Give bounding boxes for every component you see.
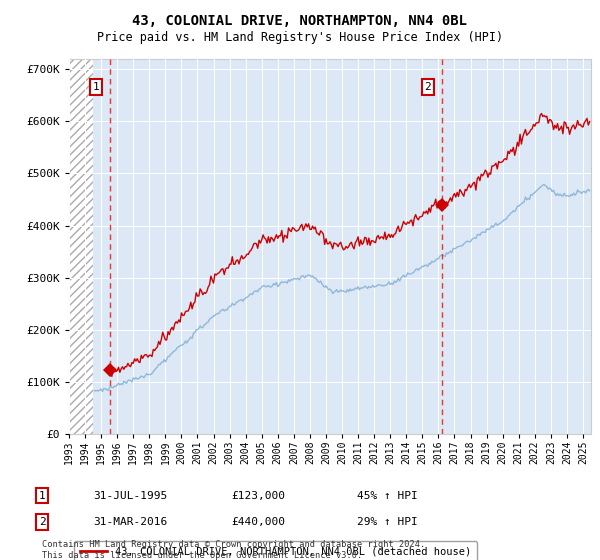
Text: 31-JUL-1995: 31-JUL-1995 <box>93 491 167 501</box>
Bar <box>69 59 93 434</box>
Text: £123,000: £123,000 <box>231 491 285 501</box>
Text: Contains HM Land Registry data © Crown copyright and database right 2024.
This d: Contains HM Land Registry data © Crown c… <box>42 540 425 559</box>
Legend: 43, COLONIAL DRIVE, NORTHAMPTON, NN4 0BL (detached house), HPI: Average price, d: 43, COLONIAL DRIVE, NORTHAMPTON, NN4 0BL… <box>74 540 478 560</box>
Text: 43, COLONIAL DRIVE, NORTHAMPTON, NN4 0BL: 43, COLONIAL DRIVE, NORTHAMPTON, NN4 0BL <box>133 14 467 28</box>
Text: 29% ↑ HPI: 29% ↑ HPI <box>357 517 418 527</box>
Text: 2: 2 <box>38 517 46 527</box>
Text: 1: 1 <box>38 491 46 501</box>
Text: 31-MAR-2016: 31-MAR-2016 <box>93 517 167 527</box>
Text: Price paid vs. HM Land Registry's House Price Index (HPI): Price paid vs. HM Land Registry's House … <box>97 31 503 44</box>
Bar <box>69 59 93 434</box>
Text: £440,000: £440,000 <box>231 517 285 527</box>
Text: 45% ↑ HPI: 45% ↑ HPI <box>357 491 418 501</box>
Text: 1: 1 <box>92 82 100 92</box>
Text: 2: 2 <box>425 82 431 92</box>
